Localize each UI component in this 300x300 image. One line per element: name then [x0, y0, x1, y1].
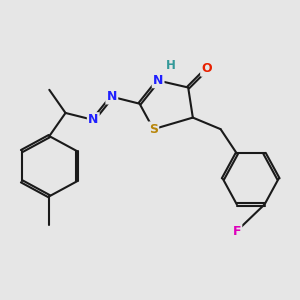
Text: N: N	[153, 74, 163, 87]
Text: H: H	[166, 59, 176, 72]
Text: N: N	[88, 113, 98, 126]
Text: F: F	[232, 224, 241, 238]
Text: O: O	[201, 62, 212, 76]
Text: S: S	[149, 123, 158, 136]
Text: N: N	[106, 90, 117, 103]
